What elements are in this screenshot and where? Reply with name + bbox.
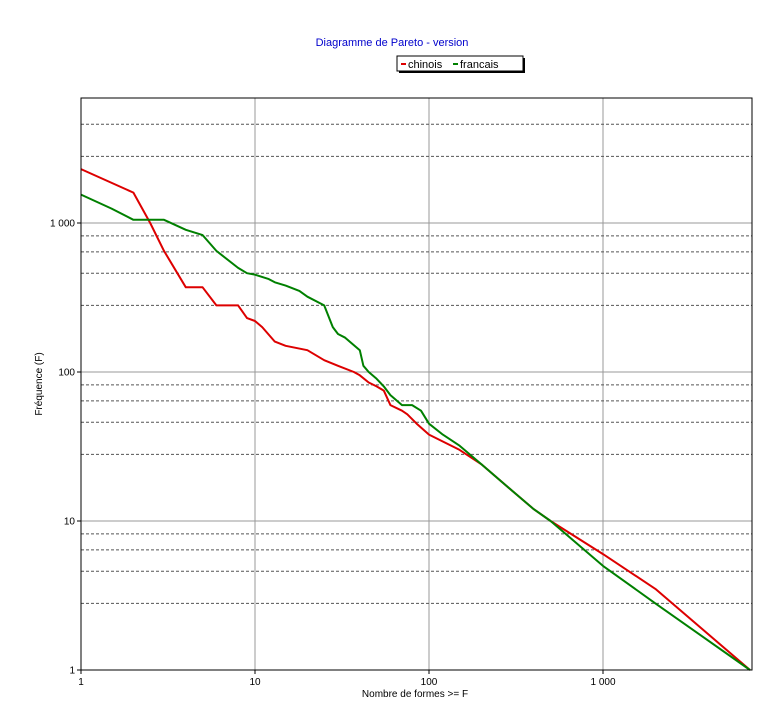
x-axis-label: Nombre de formes >= F xyxy=(362,689,468,700)
legend-box xyxy=(396,55,524,72)
plot-border xyxy=(80,97,753,671)
x-tick-label: 10 xyxy=(249,677,261,688)
legend-label-francais: francais xyxy=(460,59,499,71)
x-tick-label: 100 xyxy=(421,677,438,688)
x-tick-label: 1 000 xyxy=(590,677,615,688)
y-tick-label: 1 000 xyxy=(50,219,75,230)
chart-title: Diagramme de Pareto - version xyxy=(316,37,469,49)
series-line-francais xyxy=(80,193,751,671)
x-tick-label: 1 xyxy=(78,677,84,688)
legend-label-chinois: chinois xyxy=(408,59,443,71)
y-tick-label: 10 xyxy=(64,517,76,528)
y-axis-label: Fréquence (F) xyxy=(34,352,45,415)
legend: chinois francais xyxy=(396,55,525,73)
y-tick-label: 100 xyxy=(58,368,75,379)
plot-area xyxy=(81,98,752,670)
y-tick-label: 1 xyxy=(69,666,75,677)
